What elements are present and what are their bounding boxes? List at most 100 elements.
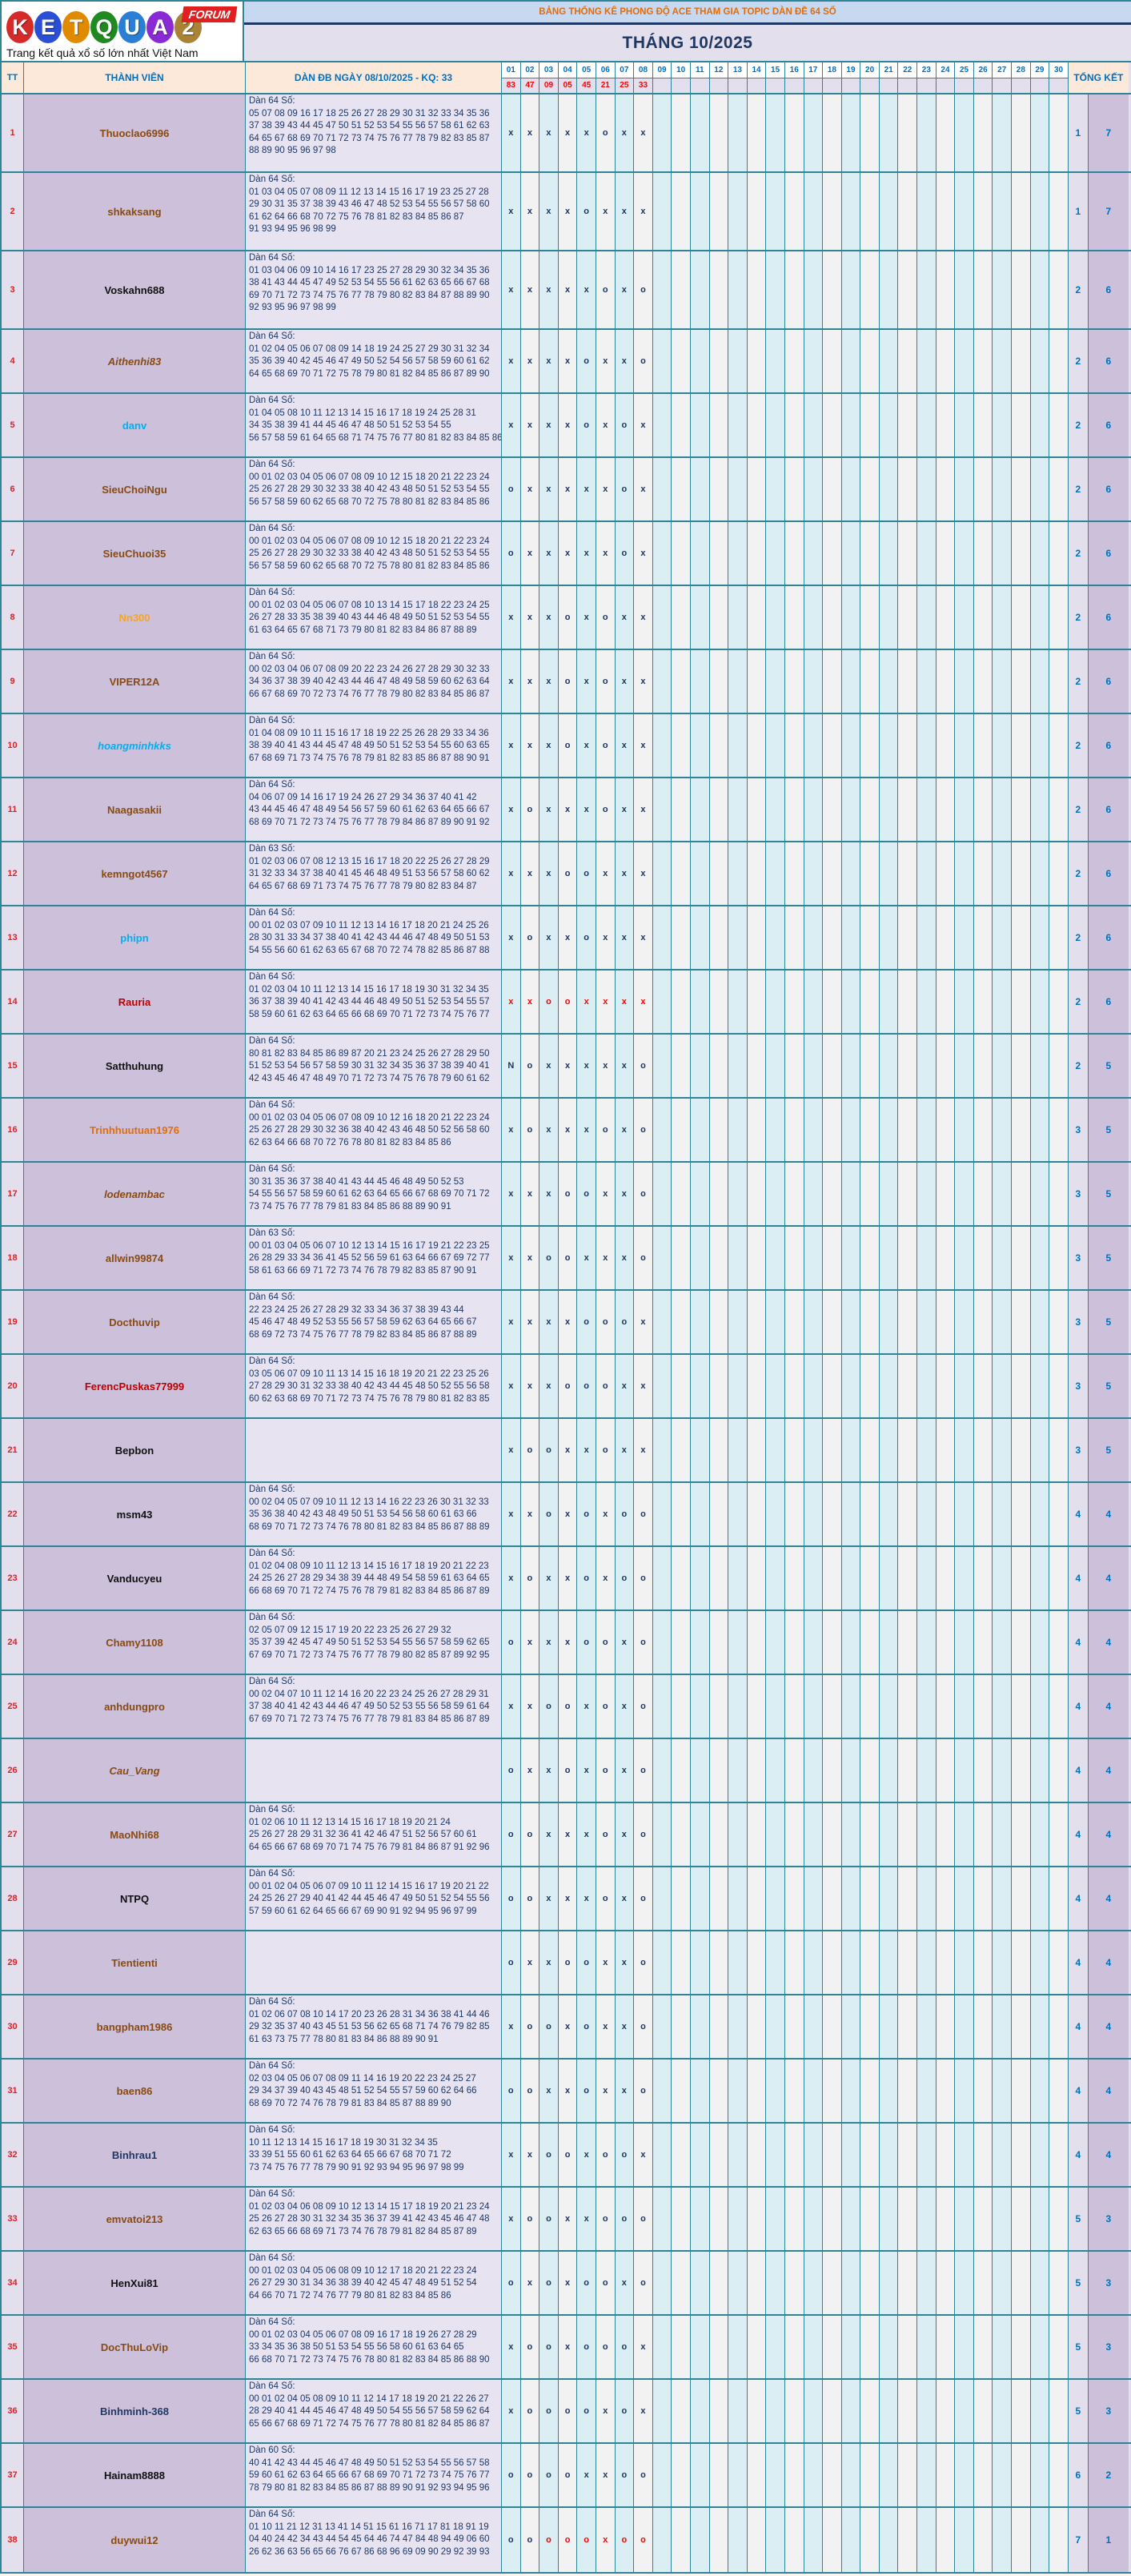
- mark-cell: [973, 1483, 993, 1545]
- miss-total: 4: [1068, 1547, 1089, 1609]
- mark-cell: [973, 1931, 993, 1994]
- dan-numbers-line: 73 74 75 76 77 78 79 90 91 92 93 94 95 9…: [249, 2162, 464, 2172]
- mark-cell: [1030, 1419, 1050, 1481]
- member-name[interactable]: HenXui81: [110, 2277, 158, 2289]
- member-name[interactable]: Hainam8888: [104, 2469, 165, 2482]
- member-row: 4 Aithenhi83 Dàn 64 Số: 01 02 04 05 06 07 0…: [2, 330, 1131, 394]
- mark-cell: o: [502, 522, 521, 585]
- member-name[interactable]: Aithenhi83: [107, 355, 162, 368]
- mark-cell: [841, 906, 861, 969]
- member-name[interactable]: msm43: [116, 1508, 153, 1521]
- mark-cell: [728, 1291, 748, 1353]
- member-name[interactable]: Rauria: [118, 995, 151, 1008]
- mark-cell: [690, 2252, 710, 2314]
- member-cell: Aithenhi83: [24, 330, 246, 392]
- mark-cell: [1012, 1995, 1031, 2058]
- member-name[interactable]: Docthuvip: [109, 1316, 160, 1328]
- mark-cell: [823, 458, 842, 520]
- dan-numbers-line: 27 28 29 30 31 32 33 38 40 42 43 44 45 4…: [249, 1381, 490, 1391]
- row-index: 35: [2, 2316, 24, 2378]
- member-name[interactable]: Binhminh-368: [100, 2405, 169, 2417]
- day-number: 13: [728, 62, 747, 78]
- member-name[interactable]: MaoNhi68: [110, 1828, 159, 1841]
- mark-cell: [728, 173, 748, 250]
- mark-cell: x: [539, 1163, 559, 1225]
- dan-numbers-line: 01 03 04 05 07 08 09 11 12 13 14 15 16 1…: [249, 187, 489, 197]
- member-name[interactable]: emvatoi213: [106, 2212, 163, 2225]
- mark-cell: [823, 650, 842, 713]
- day-result: [1012, 78, 1030, 93]
- member-name[interactable]: Nn300: [118, 611, 150, 624]
- mark-cell: [804, 394, 824, 456]
- mark-cell: [823, 1931, 842, 1994]
- member-name[interactable]: Voskahn688: [104, 283, 165, 296]
- mark-cell: [652, 1419, 672, 1481]
- mark-cell: [784, 1803, 804, 1866]
- mark-cell: [860, 2060, 880, 2122]
- mark-cell: [1012, 1227, 1031, 1289]
- member-name[interactable]: phipn: [120, 931, 149, 944]
- mark-cell: [709, 1483, 729, 1545]
- member-name[interactable]: Chamy1108: [106, 1636, 163, 1649]
- mark-cell: [804, 1419, 824, 1481]
- member-name[interactable]: kemngot4567: [101, 867, 168, 880]
- mark-cell: [898, 1035, 918, 1097]
- member-name[interactable]: Vanducyeu: [106, 1572, 162, 1585]
- member-name[interactable]: duywui12: [110, 2534, 158, 2546]
- member-name[interactable]: Bepbon: [114, 1444, 154, 1457]
- member-name[interactable]: SieuChoiNgu: [102, 483, 167, 496]
- member-name[interactable]: bangpham1986: [96, 2020, 173, 2033]
- mark-cell: [766, 1419, 785, 1481]
- mark-cell: [993, 1035, 1013, 1097]
- mark-cell: x: [502, 650, 521, 713]
- mark-cell: [709, 2060, 729, 2122]
- mark-cell: [1012, 2444, 1031, 2506]
- day-number: 27: [993, 62, 1012, 78]
- member-name[interactable]: anhdungpro: [104, 1700, 165, 1713]
- member-name[interactable]: VIPER12A: [109, 675, 160, 688]
- member-name[interactable]: NTPQ: [119, 1892, 150, 1905]
- mark-cell: [860, 906, 880, 969]
- mark-cell: x: [596, 2444, 616, 2506]
- mark-cell: [747, 1099, 767, 1161]
- mark-cell: [804, 2124, 824, 2186]
- mark-cell: [747, 2316, 767, 2378]
- member-name[interactable]: Tientienti: [111, 1956, 158, 1969]
- mark-cell: [898, 1355, 918, 1417]
- member-name[interactable]: FerencPuskas77999: [84, 1380, 185, 1392]
- member-name[interactable]: SieuChuoi35: [102, 547, 166, 560]
- mark-cell: [993, 251, 1013, 328]
- member-row: 17 lodenambac Dàn 64 Số: 30 31 35 36 37 38 …: [2, 1163, 1131, 1227]
- day-header-col: 30: [1049, 62, 1069, 93]
- mark-cell: o: [577, 1355, 596, 1417]
- member-name[interactable]: baen86: [116, 2084, 153, 2097]
- mark-cell: [973, 2316, 993, 2378]
- day-result: [766, 78, 784, 93]
- member-name[interactable]: Binhrau1: [111, 2148, 158, 2161]
- mark-cell: o: [615, 2124, 635, 2186]
- mark-cell: x: [577, 2124, 596, 2186]
- member-name[interactable]: shkaksang: [107, 205, 162, 218]
- member-cell: Naagasakii: [24, 778, 246, 841]
- mark-cell: o: [558, 1163, 578, 1225]
- member-row: 19 Docthuvip Dàn 64 Số: 22 23 24 25 26 27 2…: [2, 1291, 1131, 1355]
- member-name[interactable]: hoangminhkks: [98, 739, 171, 752]
- member-name[interactable]: Trinhhuutuan1976: [90, 1123, 179, 1136]
- member-name[interactable]: Satthuhung: [105, 1059, 164, 1072]
- member-name[interactable]: Naagasakii: [107, 803, 162, 816]
- member-name[interactable]: Thuoclao6996: [99, 127, 170, 139]
- member-name[interactable]: DocThuLoVip: [100, 2341, 169, 2353]
- member-name[interactable]: allwin99874: [105, 1252, 164, 1264]
- mark-cell: [993, 650, 1013, 713]
- member-name[interactable]: lodenambac: [104, 1188, 165, 1200]
- win-total: 5: [1088, 1419, 1129, 1481]
- mark-cell: [823, 971, 842, 1033]
- member-name[interactable]: danv: [122, 419, 147, 432]
- mark-cell: [898, 2316, 918, 2378]
- mark-cell: x: [615, 173, 635, 250]
- mark-cell: [955, 2060, 974, 2122]
- dan-numbers-line: 91 93 94 95 96 98 99: [249, 224, 336, 234]
- member-name[interactable]: Cau_Vang: [109, 1764, 160, 1777]
- win-total: 4: [1088, 1675, 1129, 1738]
